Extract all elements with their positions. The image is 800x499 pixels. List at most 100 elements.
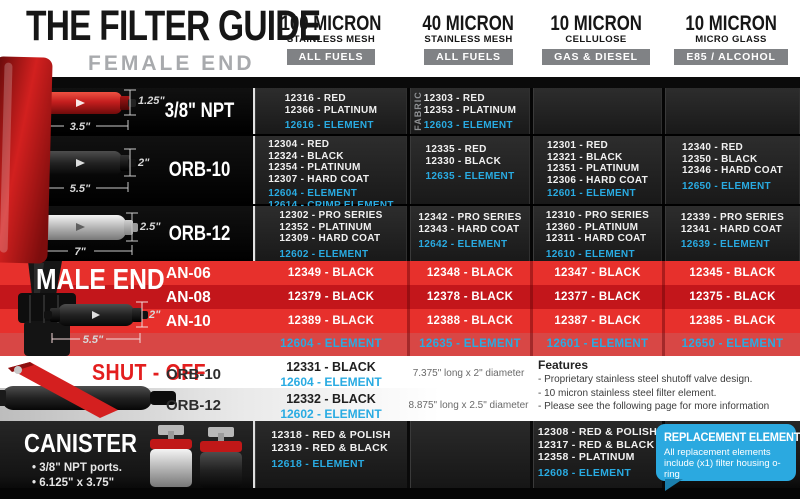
- column-subtitle: STAINLESS MESH: [424, 34, 513, 45]
- cell-orb10-10micron-microglass: 12340 - RED 12350 - BLACK 12346 - HARD C…: [662, 136, 800, 204]
- male-row-an08: 12379 - BLACK 12378 - BLACK 12377 - BLAC…: [0, 285, 800, 309]
- header-divider-bar: [0, 77, 800, 88]
- cell-an10-10micron-cellulose: 12387 - BLACK: [530, 309, 662, 333]
- part: 12366 - PLATINUM: [284, 104, 378, 116]
- shutoff-features: Features - Proprietary stainless steel s…: [538, 358, 788, 414]
- element-part: 12635 - ELEMENT: [425, 171, 515, 182]
- part: 12354 - PLATINUM: [268, 162, 361, 173]
- dim-length-label: 5.5": [83, 334, 104, 346]
- cell-orb10-40micron: 12335 - RED 12330 - BLACK 12635 - ELEMEN…: [407, 136, 530, 204]
- canister-label-area: [0, 421, 255, 488]
- cell-orb12-100micron: 12302 - PRO SERIES 12352 - PLATINUM 1230…: [255, 206, 407, 261]
- part: 12308 - RED & POLISH: [537, 426, 658, 438]
- part: 12339 - PRO SERIES: [680, 212, 785, 223]
- cell-an08-10micron-microglass: 12375 - BLACK: [662, 285, 800, 309]
- male-end-section-label: MALE END: [36, 264, 165, 296]
- cell-shutoff-orb12: 12332 - BLACK 12602 - ELEMENT: [255, 392, 407, 421]
- cell-orb12-10micron-cellulose: 12310 - PRO SERIES 12360 - PLATINUM 1231…: [530, 206, 662, 261]
- part: 12358 - PLATINUM: [537, 451, 635, 463]
- part: 12351 - PLATINUM: [546, 163, 640, 174]
- part: 12352 - PLATINUM: [279, 221, 372, 233]
- cell-orb12-40micron: 12342 - PRO SERIES 12343 - HARD COAT 126…: [407, 206, 530, 261]
- element-part: 12608 - ELEMENT: [537, 466, 632, 479]
- canister-row: 12318 - RED & POLISH 12319 - RED & BLACK…: [0, 421, 800, 488]
- part: 12301 - RED: [546, 140, 609, 151]
- feature-item: - 10 micron stainless steel filter eleme…: [538, 387, 717, 399]
- element-part: 12642 - ELEMENT: [418, 239, 508, 250]
- cell-an08-40micron: 12378 - BLACK: [407, 285, 530, 309]
- cell-an06-40micron: 12348 - BLACK: [407, 261, 530, 285]
- part: 12302 - PRO SERIES: [279, 210, 383, 221]
- canister-specs: • 3/8" NPT ports. • 6.125" x 3.75": [32, 461, 122, 491]
- canister-spec: • 3/8" NPT ports.: [32, 462, 122, 474]
- part: 12331 - BLACK: [286, 360, 376, 374]
- canister-spec: • 6.125" x 3.75": [32, 477, 115, 489]
- feature-item: - Proprietary stainless steel shutoff va…: [538, 374, 753, 385]
- part: 12343 - HARD COAT: [418, 223, 520, 235]
- element-cell-40micron: 12635 - ELEMENT: [407, 333, 530, 356]
- column-header-100-micron: 100 MICRON STAINLESS MESH ALL FUELS: [255, 13, 407, 65]
- cell-38npt-10micron-microglass-empty: [662, 88, 800, 134]
- row-label-orb10: ORB-10: [168, 158, 231, 181]
- cell-shutoff-orb10: 12331 - BLACK 12604 - ELEMENT: [255, 360, 407, 389]
- fabric-tag: FABRIC: [413, 91, 423, 131]
- element-part: 12639 - ELEMENT: [680, 239, 770, 250]
- dim-height-label: 2": [148, 309, 161, 321]
- part: 12342 - PRO SERIES: [418, 212, 522, 223]
- part: 12324 - BLACK: [268, 150, 344, 162]
- element-part: 12650 - ELEMENT: [681, 180, 771, 192]
- shutoff-valve-photo: [0, 362, 176, 418]
- cell-an10-100micron: 12389 - BLACK: [287, 315, 375, 327]
- cell-38npt-100micron: 12316 - RED 12366 - PLATINUM 12616 - ELE…: [255, 88, 407, 134]
- cell-canister-40micron-empty: [407, 421, 530, 488]
- dim-length-label: 3.5": [70, 121, 91, 133]
- fuel-badge: E85 / ALCOHOL: [674, 49, 788, 65]
- cell-an08-10micron-cellulose: 12377 - BLACK: [530, 285, 662, 309]
- part: 12318 - RED & POLISH: [271, 429, 391, 441]
- part: 12335 - RED: [425, 144, 487, 155]
- part: 12319 - RED & BLACK: [271, 441, 388, 454]
- row-label-orb12: ORB-12: [168, 221, 231, 245]
- dim-length-label: 5.5": [70, 183, 91, 195]
- bottom-bar: [0, 488, 800, 499]
- callout-title: REPLACEMENT ELEMENTS: [664, 430, 800, 444]
- part: 12332 - BLACK: [286, 392, 376, 406]
- cell-orb12-10micron-microglass: 12339 - PRO SERIES 12341 - HARD COAT 126…: [662, 206, 800, 261]
- part: 12306 - HARD COAT: [546, 174, 649, 186]
- large-red-filter-photo: [0, 56, 53, 264]
- fuel-badge: ALL FUELS: [424, 49, 513, 65]
- male-row-elements: 12604 - ELEMENT 12635 - ELEMENT 12601 - …: [0, 333, 800, 356]
- element-part: 12602 - ELEMENT: [279, 248, 369, 260]
- cell-canister-10micron-cellulose: 12308 - RED & POLISH 12317 - RED & BLACK…: [530, 421, 662, 488]
- column-header-40-micron: 40 MICRON STAINLESS MESH ALL FUELS: [407, 13, 530, 65]
- dim-length-label: 7": [74, 246, 86, 258]
- row-orb12: 2.5" 7" ORB-12 12302 - PRO SERIES 12352 …: [0, 206, 800, 261]
- element-part: 12602 - ELEMENT: [280, 407, 382, 421]
- part: 12353 - PLATINUM: [423, 104, 517, 116]
- row-label-an08: AN-08: [166, 289, 211, 306]
- male-inline-filter-photo: 2" 5.5": [44, 301, 161, 346]
- row-label-shutoff-orb12: ORB-12: [166, 397, 222, 414]
- shutoff-orb12-size: 8.875" long x 2.5" diameter: [408, 400, 529, 411]
- dim-height-label: 2.5": [139, 221, 161, 233]
- cell-an08-100micron: 12379 - BLACK: [287, 291, 375, 303]
- dim-height-label: 1.25": [138, 95, 165, 107]
- part: 12360 - PLATINUM: [545, 221, 639, 233]
- part: 12316 - RED: [284, 93, 346, 104]
- cell-an10-40micron: 12388 - BLACK: [407, 309, 530, 333]
- cell-an06-10micron-microglass: 12345 - BLACK: [662, 261, 800, 285]
- row-38npt: 1.25" 3.5" 3/8" NPT 12316 - RED 12366 - …: [0, 88, 800, 134]
- female-end-section-label: FEMALE END: [88, 52, 255, 75]
- cell-an06-10micron-cellulose: 12347 - BLACK: [530, 261, 662, 285]
- part: 12311 - HARD COAT: [545, 233, 647, 244]
- element-cell-10micron-cellulose: 12601 - ELEMENT: [530, 333, 662, 356]
- element-part: 12618 - ELEMENT: [271, 458, 365, 470]
- callout-line: All replacement elements: [664, 447, 771, 458]
- element-part: 12601 - ELEMENT: [546, 188, 636, 199]
- part: 12346 - HARD COAT: [681, 165, 784, 176]
- row-label-an10: AN-10: [166, 313, 211, 330]
- cell-38npt-40micron: FABRIC 12303 - RED 12353 - PLATINUM 1260…: [407, 88, 530, 134]
- part: 12304 - RED: [268, 139, 330, 150]
- cell-orb10-100micron: 12304 - RED 12324 - BLACK 12354 - PLATIN…: [255, 136, 407, 211]
- part: 12317 - RED & BLACK: [537, 438, 655, 451]
